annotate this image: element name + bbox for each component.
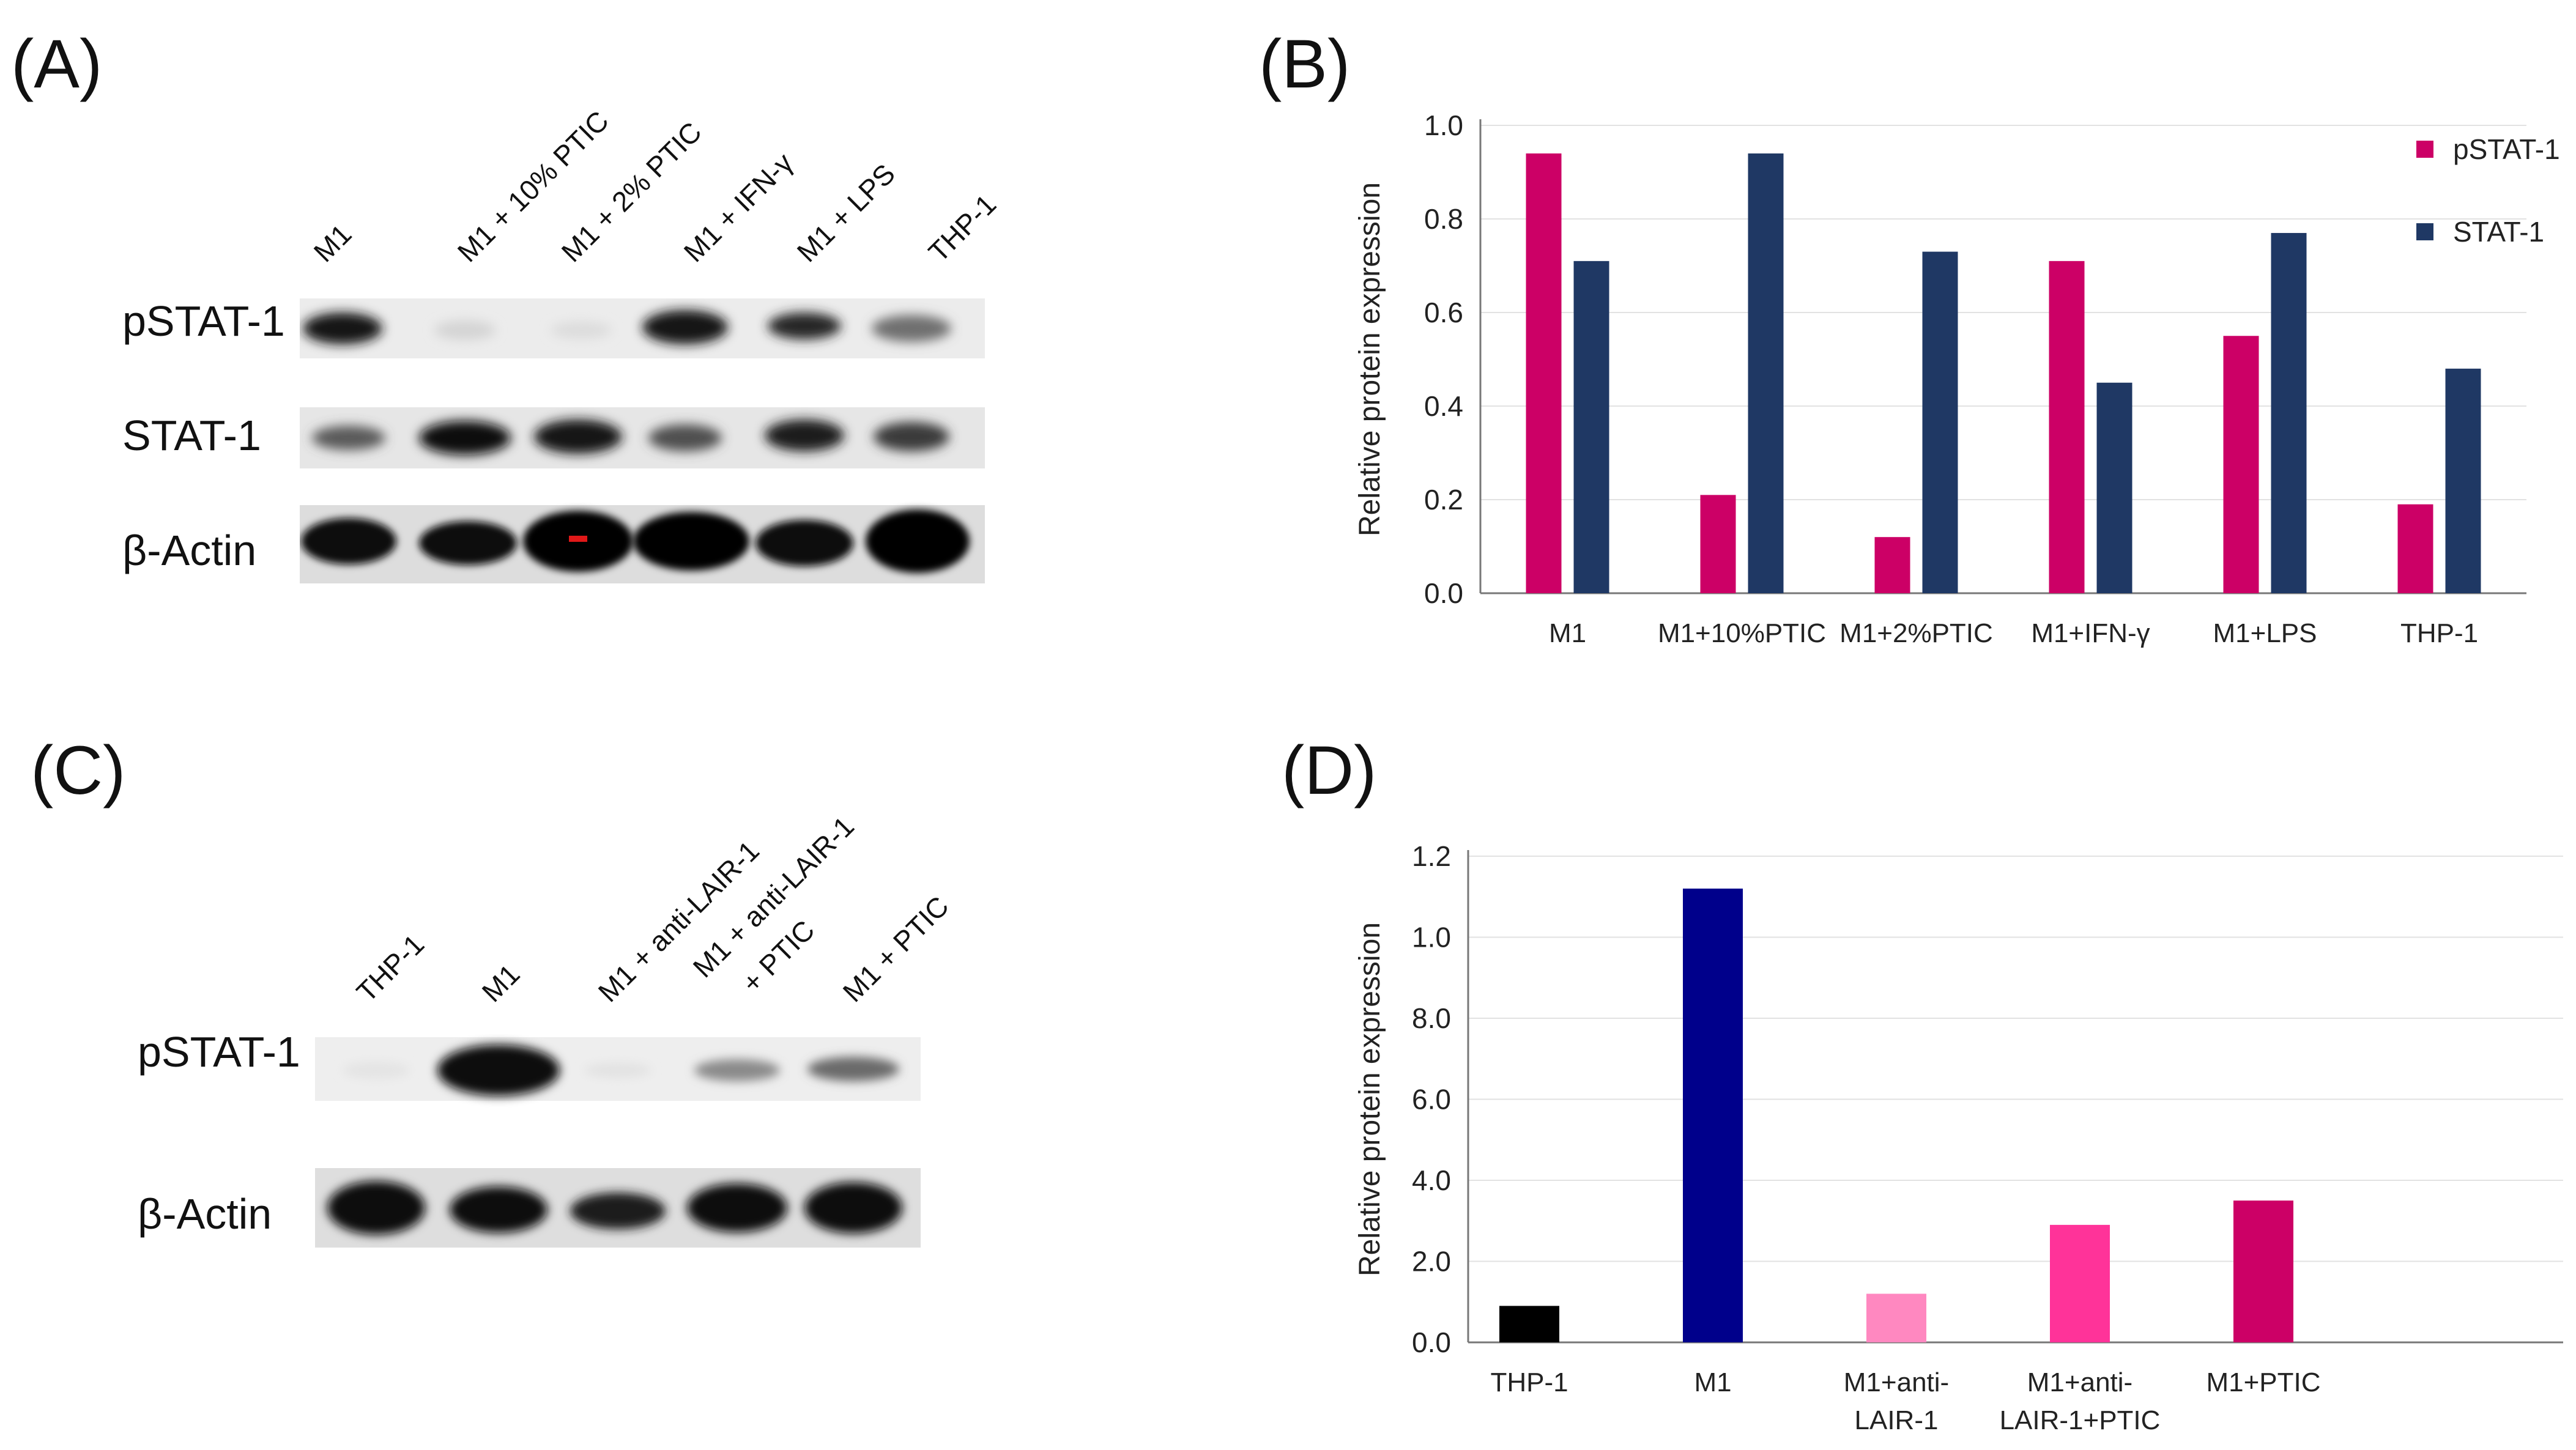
bar [1866, 1293, 1926, 1342]
panel-label-d: (D) [1282, 732, 1377, 808]
blot-band [694, 1059, 780, 1081]
blot-band [874, 422, 949, 451]
blot-band [534, 420, 622, 454]
blot-band [584, 1063, 651, 1078]
blot-band [303, 313, 382, 344]
bar [2233, 1200, 2293, 1342]
legend-swatch [2416, 141, 2433, 158]
blot-c-row-label: β-Actin [138, 1190, 272, 1238]
blot-band [687, 1183, 787, 1232]
x-tick-label: THP-1 [1490, 1367, 1568, 1397]
legend-label: STAT-1 [2453, 216, 2544, 248]
blot-band [450, 1186, 547, 1233]
blot-c-lane-label: THP-1 [350, 928, 431, 1008]
blot-band [633, 512, 749, 571]
y-tick-label: 0.2 [1424, 484, 1463, 516]
y-tick-label: 4.0 [1412, 1164, 1451, 1196]
x-tick-label: M1+PTIC [2206, 1367, 2320, 1397]
blot-band [755, 520, 853, 566]
blot-a-lane-label: M1 + LPS [790, 157, 902, 268]
blot-strip [300, 298, 985, 358]
blot-band [765, 420, 844, 451]
blot-a-lane-label: M1 [307, 218, 358, 268]
bar-stat-1 [1573, 261, 1609, 594]
x-tick-label: M1 [1549, 618, 1586, 648]
y-tick-label: 6.0 [1412, 1084, 1451, 1115]
x-tick-label: LAIR-1+PTIC [2000, 1405, 2161, 1435]
legend-swatch [2416, 223, 2433, 240]
blot-a-row-label: β-Actin [122, 527, 257, 574]
y-axis-label: Relative protein expression [1354, 182, 1386, 536]
bar-stat-1 [1922, 251, 1958, 593]
x-tick-label: LAIR-1 [1855, 1405, 1939, 1435]
blot-a-row-label: pSTAT-1 [122, 297, 285, 345]
blot-a-lane-label: THP-1 [922, 188, 1003, 268]
bar [1683, 889, 1743, 1342]
chart-b: 0.0 0.2 0.4 0.6 0.8 1.0 Relative protein expre… [1354, 110, 2560, 648]
blot-c-row-label: pSTAT-1 [138, 1028, 300, 1076]
blot-c-lane-label: M1 + PTIC [836, 890, 955, 1008]
x-tick-label: M1+LPS [2213, 618, 2317, 648]
bar-stat-1 [1748, 153, 1784, 593]
x-tick-label: THP-1 [2400, 618, 2478, 648]
bar-stat-1 [2271, 232, 2307, 593]
x-tick-label: M1+anti- [1844, 1367, 1949, 1397]
panel-label-a: (A) [11, 26, 103, 102]
y-tick-label: 0.4 [1424, 390, 1463, 422]
blot-a-lane-label: M1 + IFN-γ [677, 146, 800, 268]
x-tick-label: M1+anti- [2027, 1367, 2132, 1397]
blot-band [648, 424, 722, 451]
blot-artifact [569, 536, 587, 542]
blot-band [807, 1057, 899, 1081]
bar-pstat-1 [2223, 336, 2259, 593]
y-tick-label: 1.0 [1412, 922, 1451, 953]
blot-strip [300, 407, 985, 468]
panel-label-c: (C) [31, 732, 126, 808]
bar-pstat-1 [2397, 504, 2433, 593]
y-tick-label: 0.6 [1424, 297, 1463, 328]
x-tick-label: M1 [1694, 1367, 1731, 1397]
y-tick-label: 8.0 [1412, 1002, 1451, 1034]
bar-pstat-1 [1526, 153, 1562, 593]
blot-band [768, 313, 841, 339]
blot-band [419, 421, 511, 455]
blot-band [419, 521, 517, 565]
blot-band [551, 322, 612, 339]
x-tick-label: M1+2%PTIC [1839, 618, 1993, 648]
blot-band [437, 1045, 560, 1096]
x-tick-label: M1+10%PTIC [1658, 618, 1826, 648]
bar-stat-1 [2445, 368, 2481, 593]
blot-band [804, 1182, 902, 1234]
bar [1499, 1306, 1559, 1342]
y-axis-label: Relative protein expression [1354, 922, 1386, 1276]
legend-label: pSTAT-1 [2453, 133, 2560, 165]
blot-a-image [300, 298, 985, 583]
blot-band [312, 426, 385, 450]
chart-d: 0.0 2.0 4.0 6.0 8.0 1.0 1.2 Relative protein ex… [1354, 840, 2563, 1435]
y-tick-label: 0.0 [1424, 577, 1463, 609]
blot-band [343, 1062, 410, 1079]
y-tick-label: 1.0 [1424, 110, 1463, 141]
y-tick-label: 1.2 [1412, 840, 1451, 872]
bar [2050, 1224, 2110, 1342]
blot-band [866, 509, 970, 573]
blot-a-row-label: STAT-1 [122, 412, 261, 459]
bar-pstat-1 [1874, 537, 1910, 593]
y-tick-label: 2.0 [1412, 1246, 1451, 1278]
blot-band [434, 320, 496, 340]
blot-band [301, 518, 396, 564]
bar-pstat-1 [2049, 261, 2085, 594]
panel-label-b: (B) [1259, 26, 1351, 102]
y-tick-label: 0.8 [1424, 203, 1463, 235]
y-tick-label: 0.0 [1412, 1326, 1451, 1358]
bar-pstat-1 [1700, 495, 1736, 593]
x-tick-label: M1+IFN-γ [2031, 618, 2150, 648]
bar-stat-1 [2096, 382, 2132, 593]
blot-band [570, 1193, 666, 1229]
blot-band [327, 1181, 425, 1235]
blot-c-lane-label: M1 [475, 958, 526, 1008]
blot-c-image [315, 1037, 921, 1248]
blot-band [872, 315, 951, 342]
blot-band [642, 310, 728, 344]
